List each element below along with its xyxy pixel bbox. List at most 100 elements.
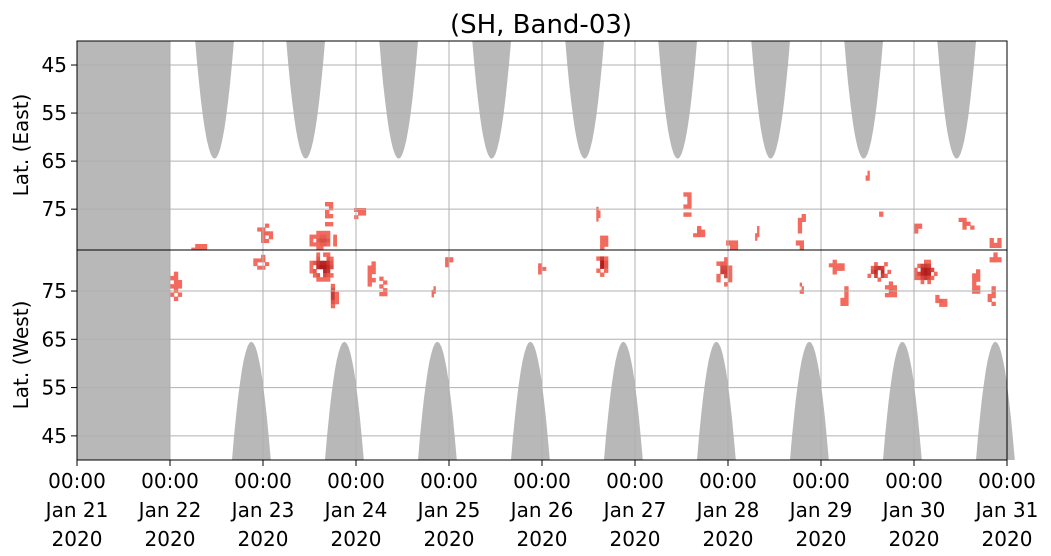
auroral-blob-west-15 bbox=[867, 262, 892, 282]
auroral-cell bbox=[326, 277, 331, 282]
no-data-gap-west-2 bbox=[325, 341, 364, 460]
auroral-blob-west-17 bbox=[914, 259, 938, 285]
auroral-cell bbox=[870, 265, 875, 271]
auroral-cell bbox=[920, 263, 925, 269]
auroral-cell bbox=[844, 297, 849, 303]
auroral-cell bbox=[326, 264, 331, 270]
auroral-cell bbox=[604, 242, 609, 247]
auroral-cell bbox=[914, 275, 918, 281]
no-data-gap-east-6 bbox=[658, 41, 697, 159]
auroral-cell bbox=[319, 264, 324, 270]
auroral-cell bbox=[828, 263, 834, 268]
auroral-cell bbox=[600, 239, 605, 244]
auroral-cell bbox=[976, 273, 981, 278]
auroral-cell bbox=[755, 233, 758, 238]
y-axis-label-east: Lat. (East) bbox=[9, 94, 33, 197]
auroral-cell bbox=[173, 296, 179, 302]
auroral-cell bbox=[371, 277, 376, 283]
no-data-period-east-1 bbox=[77, 41, 170, 250]
auroral-cell bbox=[538, 263, 543, 268]
auroral-cell bbox=[720, 269, 725, 275]
auroral-cell bbox=[596, 214, 599, 218]
auroral-cell bbox=[433, 286, 436, 291]
auroral-cell bbox=[976, 277, 981, 282]
auroral-cell bbox=[264, 238, 270, 244]
auroral-cell bbox=[598, 214, 601, 218]
auroral-cell bbox=[797, 229, 803, 234]
x-tick-label-time: 00:00 bbox=[699, 469, 757, 493]
auroral-blob-west-10 bbox=[596, 256, 609, 277]
auroral-cell bbox=[329, 264, 334, 270]
no-data-gap-west-4 bbox=[511, 341, 550, 460]
x-tick-label-year: 2020 bbox=[238, 527, 289, 551]
auroral-cell bbox=[724, 257, 729, 262]
auroral-cell bbox=[367, 282, 372, 287]
auroral-cell bbox=[920, 279, 925, 285]
auroral-cell bbox=[326, 242, 331, 247]
auroral-cell bbox=[598, 210, 601, 215]
auroral-cell bbox=[604, 264, 609, 269]
auroral-cell bbox=[357, 211, 363, 216]
auroral-cell bbox=[943, 298, 948, 304]
auroral-cell bbox=[323, 273, 327, 278]
auroral-cell bbox=[962, 217, 967, 222]
auroral-cell bbox=[600, 256, 605, 261]
auroral-cell bbox=[755, 236, 758, 241]
auroral-cell bbox=[884, 262, 888, 267]
auroral-blob-west-7 bbox=[431, 286, 436, 298]
auroral-cell bbox=[323, 238, 327, 243]
auroral-cell bbox=[330, 291, 336, 297]
auroral-cell bbox=[917, 271, 921, 277]
auroral-cell bbox=[687, 196, 692, 201]
x-tick-label-time: 00:00 bbox=[327, 469, 385, 493]
x-tick-label-date: Jan 29 bbox=[788, 498, 853, 522]
auroral-cell bbox=[888, 293, 894, 298]
x-tick-label-year: 2020 bbox=[424, 527, 475, 551]
auroral-cell bbox=[367, 277, 372, 283]
auroral-cell bbox=[687, 200, 692, 205]
auroral-cell bbox=[316, 273, 321, 278]
auroral-cell bbox=[832, 266, 837, 271]
x-tick-label-time: 00:00 bbox=[978, 469, 1036, 493]
auroral-blob-east-11 bbox=[755, 226, 760, 241]
auroral-cell bbox=[797, 217, 803, 222]
auroral-cell bbox=[312, 260, 317, 266]
chart-title: (SH, Band-03) bbox=[450, 10, 632, 40]
auroral-cell bbox=[333, 234, 337, 239]
no-data-gap-west-1 bbox=[232, 341, 271, 460]
auroral-cell bbox=[832, 270, 837, 275]
auroral-cell bbox=[943, 302, 948, 307]
auroral-cell bbox=[542, 266, 547, 271]
auroral-cell bbox=[383, 292, 388, 297]
auroral-cell bbox=[316, 260, 321, 266]
auroral-cell bbox=[867, 170, 870, 176]
auroral-cell bbox=[924, 259, 928, 265]
auroral-cell bbox=[596, 268, 601, 273]
auroral-cell bbox=[173, 275, 179, 281]
auroral-cell bbox=[334, 291, 339, 297]
auroral-cell bbox=[997, 238, 1002, 244]
auroral-cell bbox=[924, 275, 928, 281]
auroral-cell bbox=[733, 240, 739, 246]
auroral-cell bbox=[600, 260, 605, 265]
x-tick-label-year: 2020 bbox=[517, 527, 568, 551]
auroral-cell bbox=[253, 262, 258, 267]
auroral-cell bbox=[720, 265, 725, 270]
auroral-cell bbox=[328, 222, 334, 227]
x-tick-label-year: 2020 bbox=[889, 527, 940, 551]
auroral-cell bbox=[892, 293, 897, 298]
auroral-cell bbox=[930, 267, 935, 273]
auroral-cell bbox=[325, 202, 330, 207]
auroral-cell bbox=[600, 264, 605, 269]
auroral-cell bbox=[757, 226, 760, 230]
auroral-cell bbox=[371, 265, 376, 270]
auroral-cell bbox=[367, 265, 372, 270]
auroral-cell bbox=[326, 234, 331, 239]
auroral-cell bbox=[884, 293, 890, 298]
auroral-cell bbox=[328, 202, 334, 207]
auroral-cell bbox=[935, 294, 940, 300]
x-tick-label-date: Jan 27 bbox=[602, 498, 667, 522]
auroral-cell bbox=[600, 235, 605, 240]
auroral-cell bbox=[930, 275, 935, 281]
